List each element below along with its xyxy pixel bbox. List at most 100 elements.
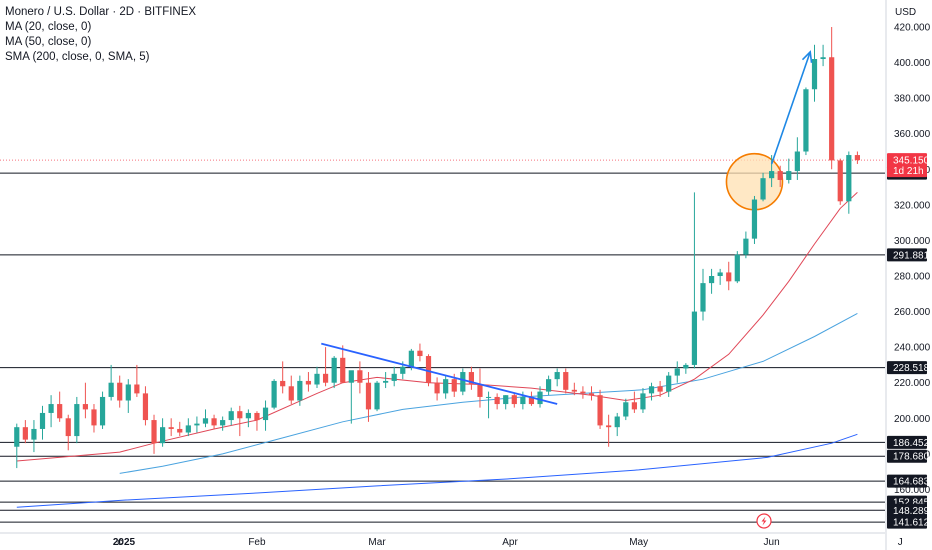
candle-body	[717, 272, 723, 276]
candle	[134, 364, 140, 397]
candle	[271, 379, 277, 410]
candle-body	[700, 283, 706, 312]
candle	[340, 345, 346, 383]
last-price-value: 345.150	[893, 156, 930, 167]
ma20-legend: MA (20, close, 0)	[5, 21, 92, 33]
candle-body	[202, 418, 209, 424]
candle	[177, 421, 183, 437]
candle	[674, 361, 680, 383]
candle-body	[546, 379, 552, 392]
level-tag: 228.518	[887, 361, 930, 375]
candle-body	[168, 427, 174, 429]
candle-body	[39, 412, 46, 429]
candle	[657, 380, 663, 397]
candle-body	[134, 384, 140, 394]
candle-body	[511, 395, 517, 405]
candle	[117, 375, 123, 408]
candle	[185, 418, 191, 437]
x-tick-label: Apr	[502, 537, 518, 548]
candle-body	[537, 391, 543, 405]
symbol-title: Monero / U.S. Dollar · 2D · BITFINEX	[5, 6, 197, 18]
candle-body	[743, 238, 749, 255]
candle	[700, 268, 706, 321]
candle	[65, 414, 71, 451]
candle-body	[254, 412, 260, 421]
candle	[648, 382, 655, 401]
candle-body	[760, 178, 766, 200]
candle	[743, 231, 749, 259]
level-tag-label: 228.518	[893, 363, 930, 374]
candle-body	[142, 393, 149, 421]
candle-body	[691, 311, 698, 365]
level-tag-label: 141.612	[893, 518, 930, 529]
candle	[57, 391, 63, 422]
candle-body	[82, 404, 88, 410]
candle	[546, 375, 552, 396]
candle-body	[245, 412, 251, 419]
candle-body	[271, 380, 277, 408]
candle-body	[854, 155, 860, 161]
candle-body	[494, 396, 500, 405]
candle-body	[794, 151, 800, 172]
candle	[31, 420, 37, 453]
candle	[794, 137, 800, 180]
candle	[811, 44, 818, 102]
candle-body	[631, 402, 637, 410]
candle-body	[777, 171, 783, 180]
sma200-line	[16, 433, 858, 508]
candle	[160, 418, 166, 447]
y-tick-label: 380.000	[894, 94, 931, 105]
candle-body	[331, 357, 337, 383]
x-tick-label: May	[629, 537, 648, 548]
candle-body	[786, 171, 792, 180]
candle-body	[117, 382, 123, 401]
candle	[383, 372, 389, 389]
y-tick-label: 400.000	[894, 58, 931, 69]
candle-body	[683, 364, 689, 369]
candle-body	[451, 379, 457, 392]
level-tag-label: 148.289	[893, 506, 930, 517]
candle-body	[563, 372, 569, 390]
candle	[708, 268, 715, 294]
candle-body	[348, 370, 354, 383]
candle	[820, 44, 826, 67]
candle	[683, 363, 689, 374]
candle	[39, 405, 46, 440]
candle	[829, 27, 835, 170]
candle	[726, 261, 732, 291]
candle	[434, 377, 440, 401]
candle-body	[597, 395, 603, 426]
candle-body	[520, 396, 526, 405]
candle	[348, 370, 354, 424]
candle	[322, 347, 329, 387]
candle-body	[460, 372, 466, 392]
level-tag-bg	[887, 248, 927, 262]
candle-body	[288, 386, 294, 401]
candle-body	[228, 411, 234, 421]
candle	[280, 361, 286, 394]
candle	[614, 412, 620, 437]
candle	[554, 368, 560, 387]
ma50-line	[119, 312, 858, 474]
candle	[228, 407, 234, 426]
currency-label: USD	[895, 7, 916, 18]
candle-body	[305, 380, 312, 385]
candle	[125, 379, 131, 413]
candle-body	[400, 366, 406, 374]
last-price-countdown: 1d 21h	[893, 166, 924, 177]
candle	[357, 361, 363, 394]
candle	[22, 420, 28, 444]
candle	[854, 151, 860, 164]
level-tag-bg	[887, 474, 927, 488]
candle-body	[554, 372, 560, 380]
candle	[760, 172, 766, 202]
candle	[631, 391, 637, 413]
level-tag-label: 186.452	[893, 438, 930, 449]
candle-body	[220, 420, 226, 426]
candle	[168, 418, 174, 437]
level-tag-bg	[887, 449, 927, 463]
level-tag-label: 164.683	[893, 477, 930, 488]
